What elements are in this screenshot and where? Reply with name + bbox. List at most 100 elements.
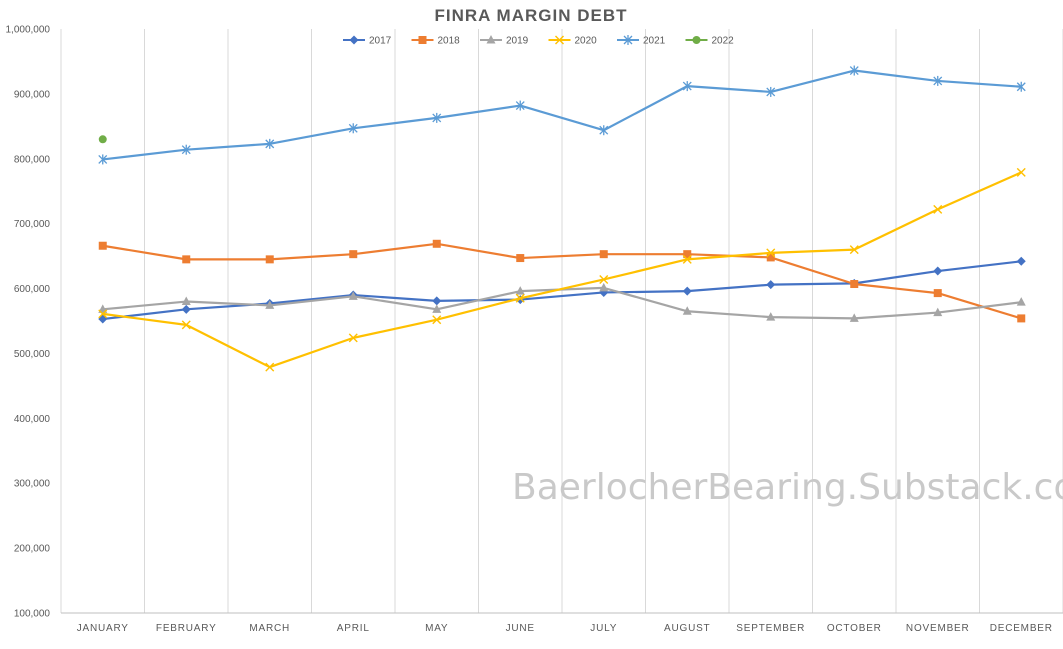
data-point-2018 [516,254,525,263]
data-point-2021 [682,81,692,92]
data-point-2021 [933,75,943,86]
data-point-2019 [265,300,275,309]
x-tick-label: FEBRUARY [156,623,217,634]
data-point-2018 [850,280,859,289]
series-lines [98,65,1026,372]
data-point-2022 [98,135,107,144]
y-tick-label: 300,000 [14,479,51,490]
x-tick-label: AUGUST [664,623,710,634]
data-point-2021 [1016,81,1026,92]
data-point-2019 [599,282,609,292]
data-point-2018 [349,250,358,259]
y-tick-label: 100,000 [14,609,51,620]
data-point-2020 [265,362,275,372]
data-point-2019 [933,307,943,317]
x-tick-label: MARCH [249,623,290,634]
data-point-2017 [181,304,191,314]
x-tick-label: DECEMBER [990,623,1053,634]
data-point-2021 [766,86,776,97]
data-point-2020 [766,248,776,258]
legend-marker-icon [349,35,359,45]
x-tick-label: MAY [425,623,448,634]
data-point-2020 [682,254,692,264]
data-point-2018 [766,253,775,262]
data-point-2017 [933,266,943,276]
data-point-2020 [181,320,191,330]
data-point-2021 [432,112,442,123]
data-point-2019 [432,304,442,313]
series-2021 [98,65,1026,165]
x-tick-label: JANUARY [77,623,129,634]
x-tick-label: APRIL [337,623,370,634]
data-point-2020 [432,315,442,325]
legend-marker-icon [486,35,496,44]
legend-label: 2018 [438,36,461,47]
legend-label: 2017 [369,36,392,47]
legend-label: 2020 [575,36,598,47]
series-line-2018 [102,242,1022,320]
data-point-2018 [933,289,942,298]
watermark-text: BaerlocherBearing.Substack.com [512,467,1063,508]
data-point-2017 [1016,256,1026,266]
legend-marker-icon [623,35,633,45]
x-tick-label: JUNE [506,623,535,634]
legend-marker-icon [555,35,564,45]
series-2022 [98,135,107,144]
data-point-2018 [98,241,107,250]
series-line-2021 [102,69,1022,161]
data-point-2020 [515,293,525,303]
legend-item-2020: 2020 [548,35,598,47]
x-tick-label: JULY [590,623,617,634]
legend-label: 2021 [643,36,666,47]
data-point-2020 [933,204,943,214]
legend: 2017 2018 2019 2020 2021 2022 [343,35,734,47]
y-tick-label: 900,000 [14,89,51,100]
x-axis-tick-labels: JANUARY FEBRUARY MARCH APRIL MAY JUNE JULY AUGU… [77,623,1053,634]
data-point-2021 [265,138,275,149]
vertical-gridlines [60,29,1063,613]
data-point-2020 [348,333,358,343]
data-point-2019 [181,296,191,306]
data-point-2019 [849,313,859,322]
data-point-2019 [766,312,776,321]
data-point-2018 [599,250,608,259]
legend-label: 2022 [712,36,735,47]
legend-label: 2019 [506,36,529,47]
data-point-2018 [432,239,441,248]
x-tick-label: SEPTEMBER [736,623,805,634]
data-point-2020 [849,245,859,255]
legend-marker-icon [418,36,427,44]
y-tick-label: 700,000 [14,219,51,230]
legend-item-2019: 2019 [480,35,529,47]
data-point-2018 [683,250,692,259]
data-point-2019 [515,286,525,295]
legend-item-2022: 2022 [685,36,735,47]
data-point-2017 [682,286,692,296]
y-tick-label: 200,000 [14,544,51,555]
y-tick-label: 600,000 [14,284,51,295]
data-point-2018 [1017,314,1026,323]
data-point-2021 [599,125,609,136]
y-tick-label: 800,000 [14,154,51,165]
data-point-2020 [1016,167,1026,177]
y-tick-label: 400,000 [14,414,51,425]
data-point-2019 [348,291,358,300]
data-point-2017 [432,296,442,306]
legend-item-2017: 2017 [343,35,392,47]
data-point-2019 [682,306,692,315]
y-axis-tick-labels: 100,000 200,000 300,000 400,000 500,000 600,0… [6,25,51,620]
legend-marker-icon [692,36,701,44]
data-point-2021 [348,123,358,134]
legend-item-2021: 2021 [617,35,666,47]
series-line-2020 [102,171,1022,369]
data-point-2017 [766,280,776,290]
y-tick-label: 1,000,000 [6,25,51,36]
chart-title: FINRA MARGIN DEBT [435,6,628,25]
series-2018 [98,239,1026,323]
data-point-2021 [849,65,859,76]
data-point-2018 [265,255,274,264]
data-point-2018 [182,255,191,264]
data-point-2020 [98,309,108,319]
x-tick-label: OCTOBER [827,623,882,634]
